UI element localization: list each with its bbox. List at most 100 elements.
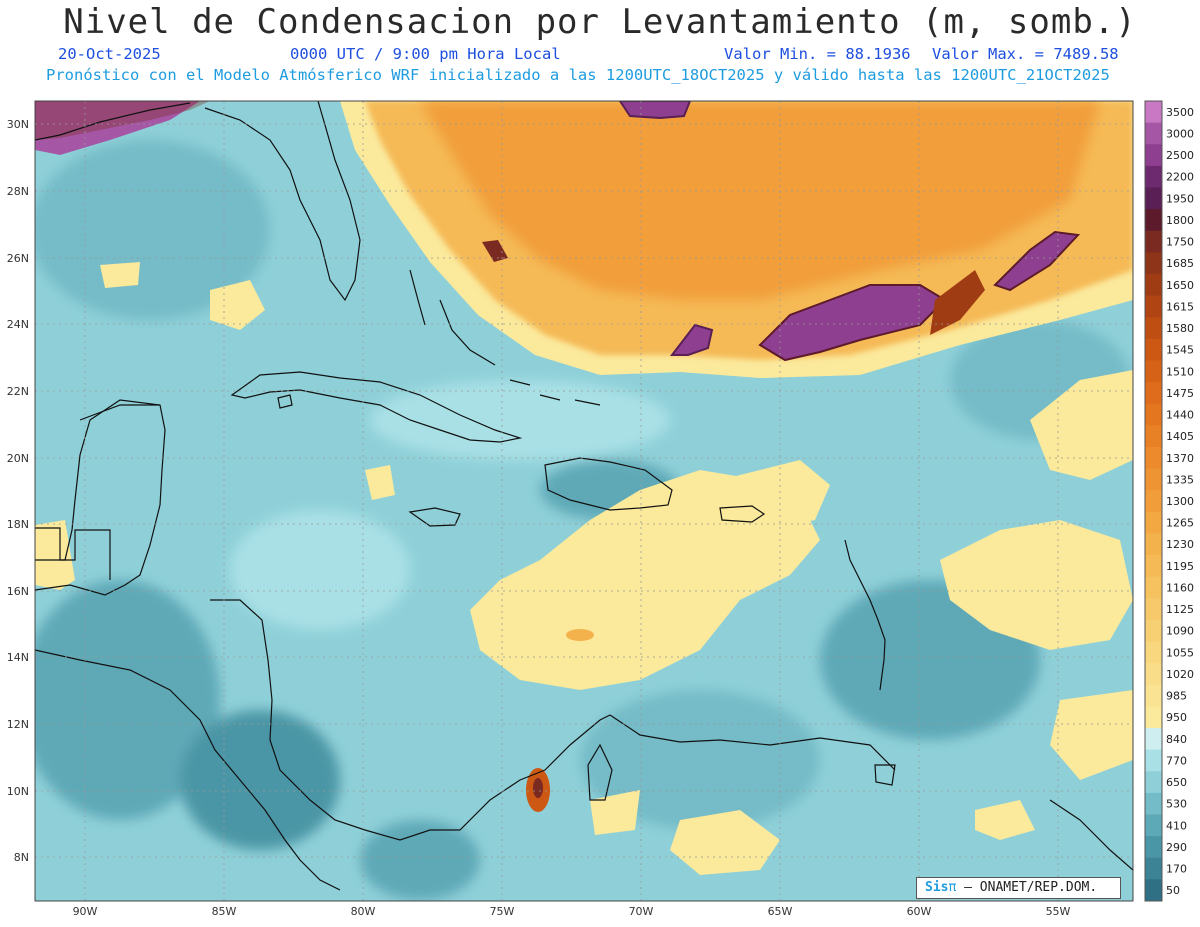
legend-swatch bbox=[1145, 684, 1162, 707]
dry-hotspot-colombia-core bbox=[533, 778, 543, 798]
legend-label: 1800 bbox=[1166, 214, 1194, 227]
legend-label: 1475 bbox=[1166, 387, 1194, 400]
legend-swatch bbox=[1145, 425, 1162, 448]
valid-time: 0000 UTC / 9:00 pm Hora Local bbox=[290, 45, 561, 63]
lat-label: 24N bbox=[7, 318, 29, 331]
legend-label: 530 bbox=[1166, 798, 1187, 811]
lesser-antilles bbox=[844, 539, 886, 691]
max-value: Valor Max. = 7489.58 bbox=[932, 45, 1119, 63]
legend-swatch bbox=[1145, 122, 1162, 145]
gridlines bbox=[35, 101, 1133, 901]
legend-label: 1020 bbox=[1166, 668, 1194, 681]
south-america-coast bbox=[609, 714, 896, 771]
lon-label: 75W bbox=[490, 905, 515, 918]
legend-swatch bbox=[1145, 792, 1162, 816]
gulf-coast bbox=[35, 102, 191, 141]
legend-label: 1510 bbox=[1166, 365, 1194, 378]
coastlines bbox=[35, 101, 1133, 891]
dry-region bbox=[340, 101, 1133, 378]
legend-label: 1650 bbox=[1166, 279, 1194, 292]
lat-label: 10N bbox=[7, 785, 29, 798]
legend-label: 3000 bbox=[1166, 127, 1194, 140]
legend-label: 1615 bbox=[1166, 300, 1194, 313]
legend-swatch bbox=[1145, 598, 1162, 621]
legend-label: 985 bbox=[1166, 690, 1187, 703]
lat-label: 14N bbox=[7, 651, 29, 664]
legend-frame bbox=[1144, 100, 1163, 902]
legend-label: 170 bbox=[1166, 863, 1187, 876]
legend-swatch bbox=[1145, 576, 1162, 599]
gulf-coast-dry-patch bbox=[35, 101, 200, 155]
legend-label: 650 bbox=[1166, 776, 1187, 789]
legend-label: 1750 bbox=[1166, 236, 1194, 249]
lat-label: 16N bbox=[7, 585, 29, 598]
map-plot-area bbox=[35, 101, 1133, 901]
florida-coast bbox=[204, 101, 361, 302]
legend-swatch bbox=[1145, 230, 1162, 253]
legend-label: 1160 bbox=[1166, 581, 1194, 594]
legend-swatch bbox=[1145, 771, 1162, 794]
legend-swatch bbox=[1145, 317, 1162, 340]
legend-swatch bbox=[1145, 555, 1162, 578]
legend-label: 50 bbox=[1166, 884, 1180, 897]
legend-label: 2500 bbox=[1166, 149, 1194, 162]
lat-label: 30N bbox=[7, 118, 29, 131]
legend-swatch bbox=[1145, 144, 1162, 167]
plot-frame bbox=[34, 100, 1134, 902]
legend-swatch bbox=[1145, 295, 1162, 318]
pi-symbol: π bbox=[948, 880, 957, 895]
trinidad-coast bbox=[874, 764, 896, 786]
lat-label: 28N bbox=[7, 185, 29, 198]
legend-swatch bbox=[1145, 468, 1162, 491]
legend-label: 2200 bbox=[1166, 171, 1194, 184]
moist-patches bbox=[35, 140, 1130, 900]
legend-label: 950 bbox=[1166, 711, 1187, 724]
gulf-coast-dry-edge bbox=[35, 101, 210, 140]
legend-swatch bbox=[1145, 879, 1162, 902]
central-america-coast bbox=[35, 399, 166, 596]
legend-label: 410 bbox=[1166, 819, 1187, 832]
lat-label: 8N bbox=[14, 851, 29, 864]
lat-label: 18N bbox=[7, 518, 29, 531]
valid-date: 20-Oct-2025 bbox=[58, 45, 161, 63]
map-title: Nivel de Condensacion por Levantamiento … bbox=[63, 2, 1137, 42]
legend-swatch bbox=[1145, 360, 1162, 383]
legend-label: 1580 bbox=[1166, 322, 1194, 335]
isla-juventud-coast bbox=[277, 394, 293, 409]
legend-swatch bbox=[1145, 728, 1162, 751]
puerto-rico-coast bbox=[719, 505, 766, 523]
legend-label: 1230 bbox=[1166, 538, 1194, 551]
legend-label: 3500 bbox=[1166, 106, 1194, 119]
lat-label: 22N bbox=[7, 385, 29, 398]
hispaniola-coast bbox=[544, 457, 673, 511]
latitude-labels: 30N 28N 26N 24N 22N 20N 18N 16N 14N 12N … bbox=[7, 118, 29, 864]
guyana-coast bbox=[1049, 799, 1133, 871]
legend-label: 1195 bbox=[1166, 560, 1194, 573]
lon-label: 80W bbox=[351, 905, 376, 918]
dry-hotspot-caribbean bbox=[566, 629, 594, 641]
lat-label: 26N bbox=[7, 252, 29, 265]
legend-label: 1090 bbox=[1166, 625, 1194, 638]
legend-label: 1440 bbox=[1166, 409, 1194, 422]
legend-swatch bbox=[1145, 511, 1162, 534]
legend-swatch bbox=[1145, 857, 1162, 880]
color-legend: 3500 3000 2500 2200 1950 1800 1750 1685 1650 1615… bbox=[1144, 100, 1194, 902]
legend-label: 1335 bbox=[1166, 473, 1194, 486]
bahamas-islands bbox=[409, 269, 601, 406]
lon-label: 90W bbox=[73, 905, 98, 918]
credit-box: Sisπ – ONAMET/REP.DOM. bbox=[916, 877, 1121, 899]
legend-swatch bbox=[1145, 814, 1162, 837]
mexico-belize-border bbox=[35, 527, 111, 580]
sispi-logo-text: Sis bbox=[925, 880, 949, 895]
legend-swatch bbox=[1145, 641, 1162, 664]
legend-label: 840 bbox=[1166, 733, 1187, 746]
dry-patches-south bbox=[35, 262, 1133, 875]
legend-swatch bbox=[1145, 663, 1162, 686]
legend-label: 1300 bbox=[1166, 495, 1194, 508]
lon-label: 55W bbox=[1046, 905, 1071, 918]
legend-swatch bbox=[1145, 101, 1162, 124]
legend-label: 1265 bbox=[1166, 517, 1194, 530]
central-america-pacific-coast bbox=[35, 649, 341, 891]
legend-label: 290 bbox=[1166, 841, 1187, 854]
